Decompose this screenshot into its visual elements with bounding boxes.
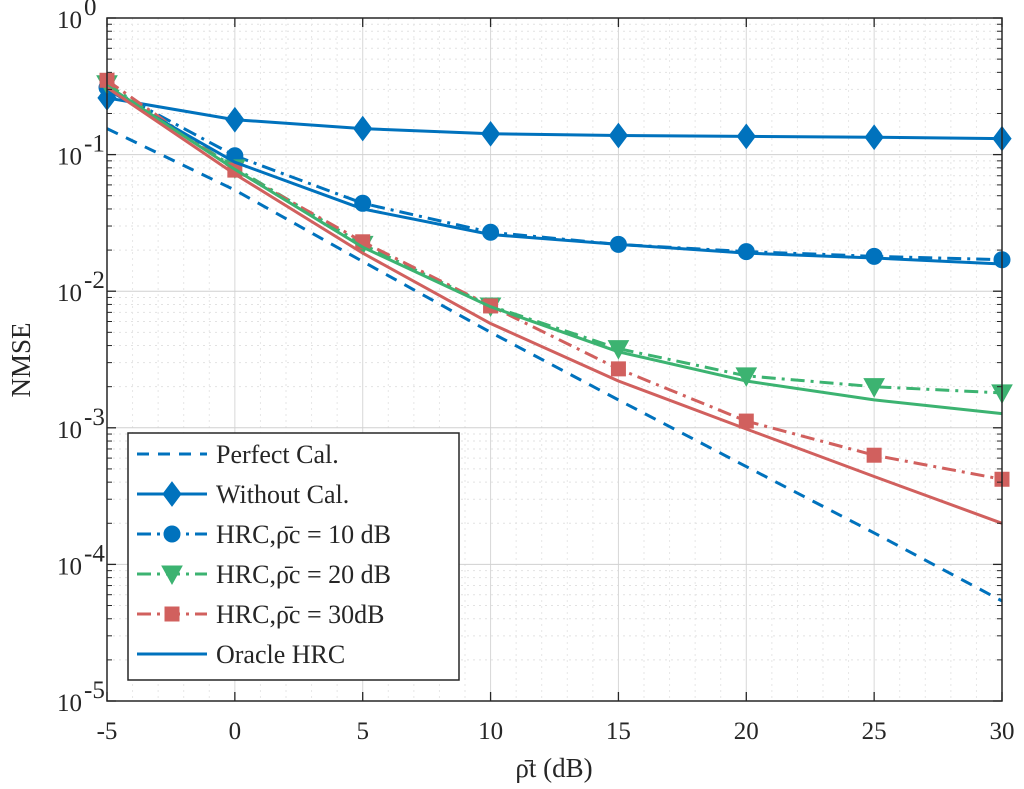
y-tick-label: 10 [57,280,82,307]
data-point-marker [163,525,181,543]
y-axis-label: NMSE [6,322,36,397]
legend-label: Perfect Cal. [216,440,339,469]
series-line [106,84,1003,416]
y-tick-label: 10 [57,144,82,171]
y-tick-exponent: -2 [84,267,105,294]
series-line [106,88,1003,266]
x-tick-label: 20 [734,718,759,745]
plot-frame [106,17,1003,702]
x-tick-label: 15 [606,718,631,745]
data-point-marker [610,361,626,377]
y-tick-label: 10 [57,690,82,717]
series-5 [106,88,1003,266]
data-point-marker [161,565,183,586]
minor-grid [107,18,1002,701]
series-line [106,96,1003,141]
data-point-marker [480,120,501,147]
y-tick-exponent: -4 [84,540,105,567]
y-tick-label: 10 [57,7,82,34]
legend-box [127,432,460,681]
data-point-marker [608,122,629,149]
y-tick-exponent: -1 [84,131,105,158]
data-point-marker [162,481,182,507]
x-tick-label: 25 [862,718,887,745]
y-tick-label: 10 [57,417,82,444]
data-point-marker [225,106,245,133]
x-tick-label: 30 [990,718,1015,745]
series-7 [106,86,1003,525]
x-tick-label: 5 [356,718,369,745]
y-tick-exponent: -5 [84,677,105,704]
x-tick-labels: -5 0 5 10 15 20 25 30 [97,718,1015,745]
axis-ticks [106,17,1003,702]
y-tick-label: 10 [57,553,82,580]
x-axis-label: ρ̄t (dB) [515,753,592,783]
legend-label: HRC,ρ̄c = 20 dB [216,560,391,589]
series-line [106,86,1003,525]
legend-label: Without Cal. [216,480,349,509]
legend-label: HRC,ρ̄c = 30dB [216,600,384,629]
x-tick-label: -5 [97,718,118,745]
series-line [106,127,1003,603]
series-layer [96,72,1013,603]
legend-label: Oracle HRC [216,640,345,669]
y-tick-exponent: 0 [84,0,97,21]
x-tick-label: 0 [229,718,242,745]
data-point-marker [863,378,885,398]
data-point-marker [864,124,884,151]
series-0 [106,127,1003,603]
series-6 [106,84,1003,416]
data-point-marker [353,115,373,142]
x-tick-label: 10 [478,718,503,745]
legend: Perfect Cal. Without Cal. HRC,ρ̄c = 10 dB H… [127,432,460,681]
data-point-marker [735,367,758,387]
data-point-marker [736,123,756,150]
data-point-marker [866,447,882,463]
data-point-marker [164,606,180,622]
legend-label: HRC,ρ̄c = 10 dB [216,520,391,549]
y-tick-exponent: -3 [84,404,105,431]
